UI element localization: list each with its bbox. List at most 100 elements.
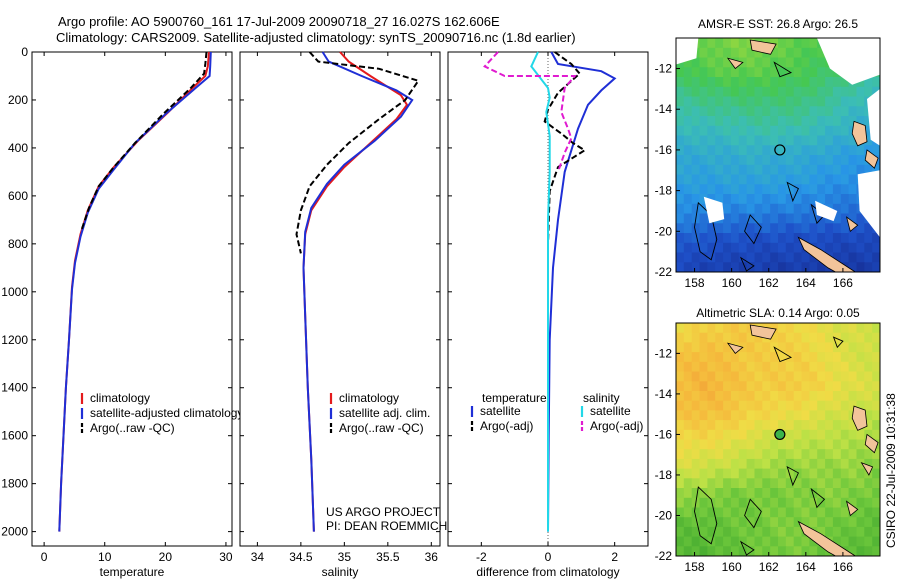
sst-map-cell <box>801 164 810 176</box>
sla-map-cell <box>738 410 748 421</box>
sla-map-cell <box>864 400 873 411</box>
sla-map-cell <box>762 526 771 538</box>
depth-tick-label: 200 <box>8 93 28 107</box>
sla-map-cell <box>778 361 787 373</box>
sst-map-cell <box>778 145 787 156</box>
sla-map-cell <box>723 478 732 489</box>
sst-map-cell <box>793 213 803 224</box>
sst-map-cell <box>848 106 857 117</box>
sst-map-cell <box>848 174 857 185</box>
sla-map-reef-contour <box>832 336 844 349</box>
sla-map-cell <box>707 400 716 411</box>
sst-map-cell <box>715 47 724 59</box>
sst-map-cell <box>809 262 818 272</box>
sst-map-cell <box>715 116 724 127</box>
sla-map-cell <box>723 468 732 479</box>
sla-map-cell <box>793 517 803 528</box>
sla-map-cell <box>785 420 795 431</box>
sst-map-cell <box>754 155 763 166</box>
sst-map-cell <box>801 106 810 117</box>
sst-map-cell <box>793 38 803 49</box>
sst-map-cell <box>864 223 873 234</box>
sst-map-cell <box>770 194 779 205</box>
sla-map-cell <box>872 458 880 470</box>
sst-map-cell <box>723 184 732 195</box>
sla-map-cell <box>746 400 755 411</box>
sla-map-cell <box>746 478 755 489</box>
difference-series-line <box>530 51 551 532</box>
sla-map-cell <box>683 458 693 470</box>
sla-map-cell <box>872 391 880 402</box>
sst-map-cell <box>778 96 787 107</box>
sla-map-cell <box>872 323 880 334</box>
sst-map-cell <box>809 57 818 68</box>
sla-map-cell <box>683 488 693 499</box>
sst-map-cell <box>864 164 873 176</box>
sla-map-cell <box>778 468 787 479</box>
sla-map-cell <box>817 361 826 373</box>
sst-map-cell <box>762 174 771 185</box>
sst-map-cell <box>715 174 724 185</box>
sla-map-xtick-label: 162 <box>759 560 779 574</box>
sla-map-cell <box>848 361 857 373</box>
sst-map-cell <box>723 38 732 49</box>
sla-map-cell <box>683 439 693 450</box>
sst-map-reef-contour <box>739 256 755 272</box>
sla-map-cell <box>691 517 701 528</box>
sst-map-cell <box>762 194 771 205</box>
sla-map-cell <box>762 546 771 556</box>
sla-map-cell <box>872 449 880 460</box>
sla-map-cell <box>801 361 810 373</box>
sla-map-cell <box>770 526 779 538</box>
sst-map-land <box>726 57 744 70</box>
sst-map-cell <box>801 77 810 88</box>
sla-map-cell <box>738 371 748 382</box>
sst-map-cell <box>730 262 740 272</box>
sla-map-cell <box>676 458 685 470</box>
sla-map-land <box>726 342 744 354</box>
sla-map-cell <box>676 507 685 518</box>
sst-map-cell <box>825 125 834 137</box>
sla-map-cell <box>801 342 810 353</box>
sla-map-cell <box>715 439 724 450</box>
sla-map-cell <box>676 381 685 392</box>
sst-map-cell <box>848 96 857 107</box>
sst-map-cell <box>691 174 701 185</box>
sla-map-cell <box>817 352 826 363</box>
legend-entry: Argo(-adj) <box>480 419 533 433</box>
sla-map-cell <box>683 352 693 363</box>
sst-map-cell <box>864 233 873 244</box>
sst-map-cell <box>864 135 873 146</box>
sst-map-cell <box>723 223 732 234</box>
sla-map-cell <box>848 517 857 528</box>
sla-map-cell <box>723 342 732 353</box>
sst-map-cell <box>715 57 724 68</box>
sst-map-cell <box>691 135 701 146</box>
sla-map-cell <box>872 546 880 556</box>
sst-map-cell <box>832 233 842 244</box>
sla-map-cell <box>872 478 880 489</box>
sla-map-cell <box>707 546 716 556</box>
sla-map-cell <box>832 361 842 373</box>
sst-map-cell <box>785 242 795 254</box>
salinity-series-line <box>302 51 414 532</box>
sst-map-cell <box>832 184 842 195</box>
sst-map-cell <box>856 96 865 107</box>
sla-map-cell <box>801 323 810 334</box>
sla-map-cell <box>872 497 880 509</box>
sst-map-cell <box>832 242 842 254</box>
sst-map-cell <box>793 233 803 244</box>
sla-map-cell <box>856 342 865 353</box>
sst-map-cell <box>676 203 685 215</box>
sla-map-cell <box>683 478 693 489</box>
sla-map-cell <box>746 488 755 499</box>
timestamp-label: CSIRO 22-Jul-2009 10:31:38 <box>884 393 898 548</box>
sla-map-cell <box>785 410 795 421</box>
sla-map-cell <box>715 488 724 499</box>
sla-map-cell <box>676 488 685 499</box>
sla-map-cell <box>699 449 708 460</box>
sla-map-cell <box>699 352 708 363</box>
sst-map-cell <box>825 116 834 127</box>
sst-map-cell <box>699 262 708 272</box>
sla-map-cell <box>872 517 880 528</box>
